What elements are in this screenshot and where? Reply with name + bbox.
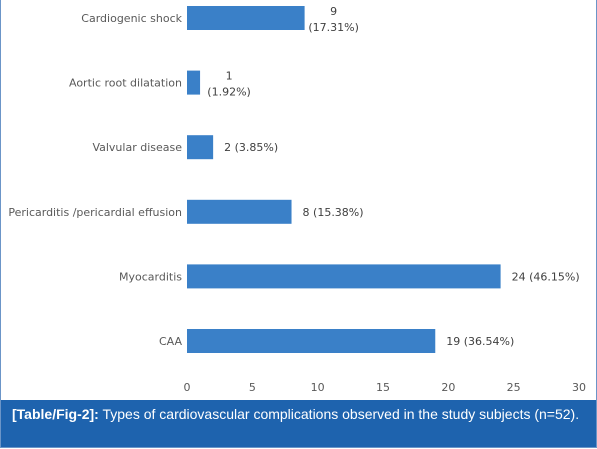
- bars-group: [187, 6, 501, 353]
- data-label: 9: [330, 5, 337, 18]
- caption-text: Types of cardiovascular complications ob…: [98, 406, 580, 422]
- category-label: CAA: [159, 335, 183, 348]
- bar: [187, 329, 436, 353]
- category-label: Valvular disease: [92, 141, 182, 154]
- x-tick-label: 15: [376, 381, 390, 394]
- data-labels-group: 9 (17.31%) 1 (1.92%) 2 (3.85%) 8 (15.38%) 24 (…: [207, 5, 579, 348]
- bar: [187, 135, 214, 160]
- data-label: 1: [226, 70, 233, 83]
- x-tick-label: 30: [572, 381, 586, 394]
- category-label: Aortic root dilatation: [69, 77, 182, 90]
- data-label: 24 (46.15%): [512, 270, 580, 283]
- category-label: Pericarditis /pericardial effusion: [8, 206, 182, 219]
- category-labels-group: Cardiogenic shock Aortic root dilatation V…: [8, 12, 182, 348]
- x-tick-label: 25: [507, 381, 521, 394]
- x-tick-label: 20: [441, 381, 455, 394]
- bar: [187, 199, 292, 224]
- bar: [187, 70, 201, 95]
- x-axis-ticks-group: 0 5 10 15 20 25 30: [184, 381, 587, 394]
- data-label: 19 (36.54%): [446, 335, 514, 348]
- category-label: Cardiogenic shock: [81, 12, 182, 25]
- data-label: 2 (3.85%): [224, 141, 278, 154]
- bar: [187, 6, 305, 30]
- category-label: Myocarditis: [119, 270, 182, 283]
- figure-caption: [Table/Fig-2]: Types of cardiovascular c…: [1, 400, 596, 447]
- x-tick-label: 10: [311, 381, 325, 394]
- bar-chart: Cardiogenic shock Aortic root dilatation V…: [8, 5, 587, 394]
- x-tick-label: 0: [184, 381, 191, 394]
- data-label: 8 (15.38%): [303, 206, 364, 219]
- caption-figure-ref: [Table/Fig-2]:: [12, 406, 99, 422]
- data-label: (17.31%): [308, 21, 359, 34]
- bar: [187, 264, 501, 289]
- x-tick-label: 5: [249, 381, 256, 394]
- data-label: (1.92%): [207, 86, 251, 99]
